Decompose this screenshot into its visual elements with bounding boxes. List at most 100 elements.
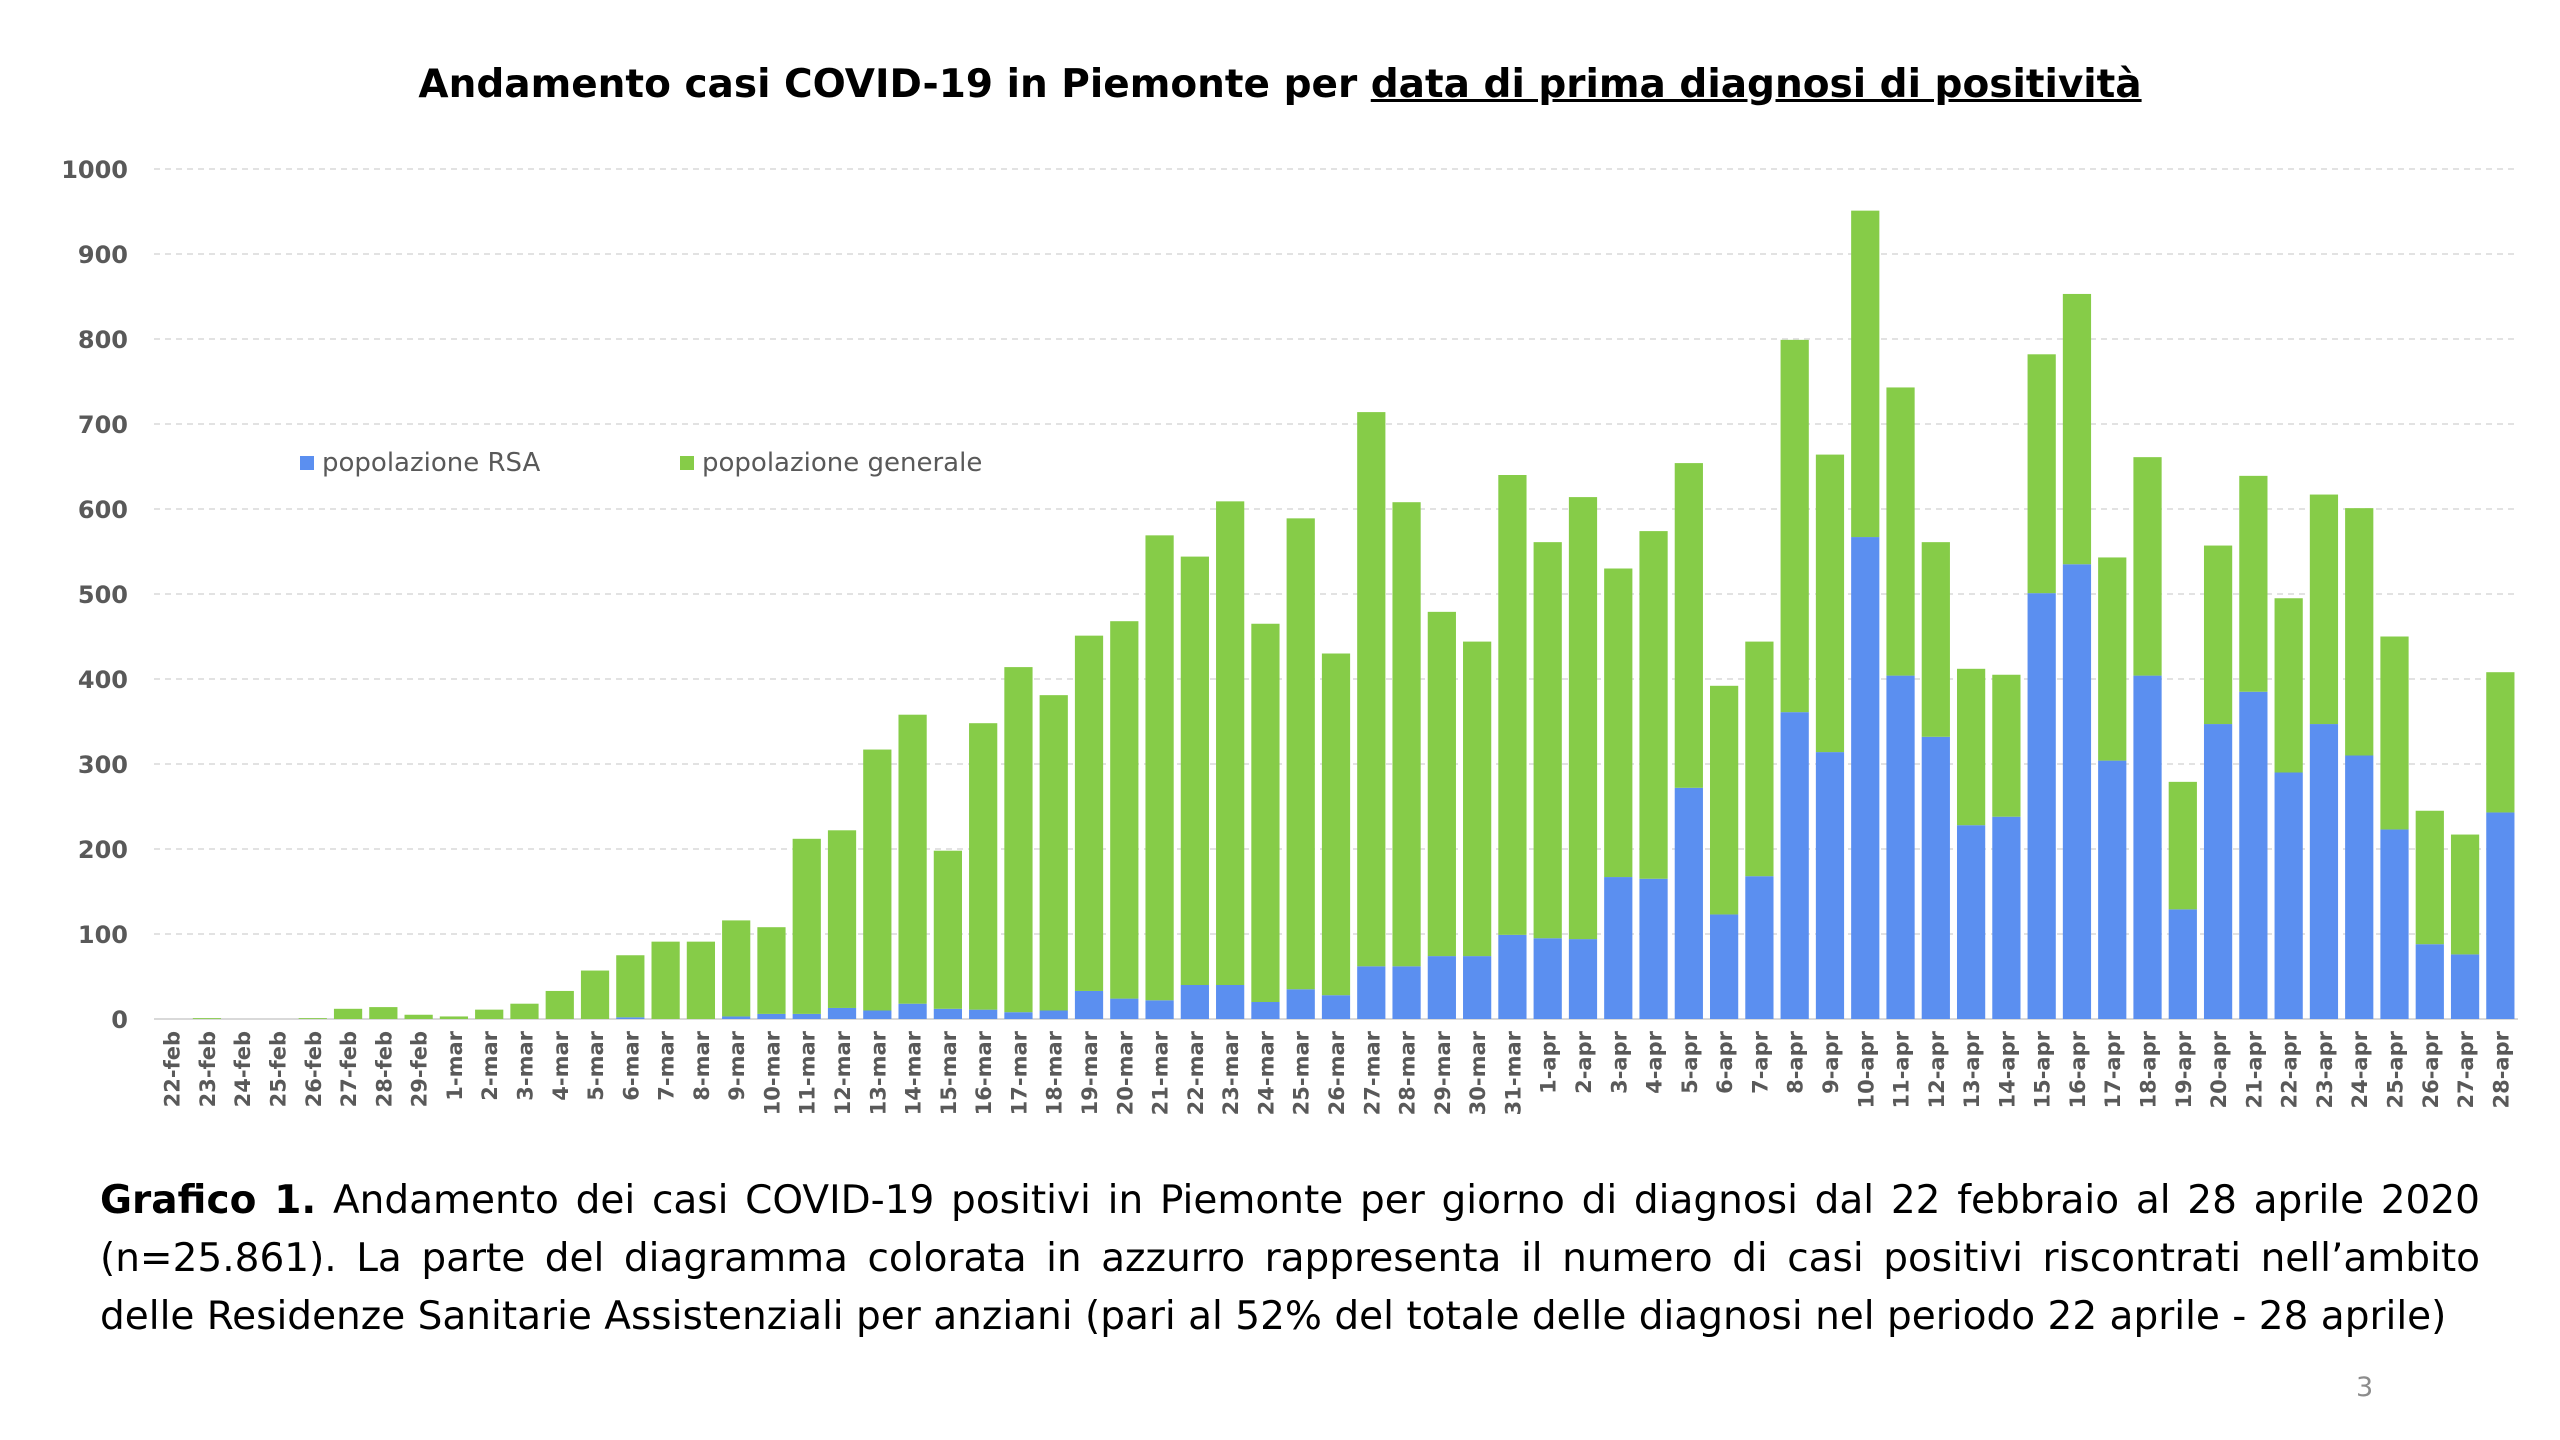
x-tick-label: 9-apr (1819, 1030, 1843, 1094)
x-tick-label: 23-feb (196, 1031, 220, 1107)
bar-generale-28-feb (369, 1007, 398, 1019)
x-axis-ticks: 22-feb 23-feb 24-feb 25-feb 26-feb 27-feb 28-f… (161, 1030, 2514, 1115)
bar-rsa-26-mar (1321, 995, 1351, 1019)
bar-rsa-1-apr (1533, 938, 1562, 1019)
bar-generale-24-apr (2345, 508, 2374, 756)
bar-rsa-19-apr (2168, 909, 2197, 1019)
y-tick-label: 600 (78, 496, 128, 524)
bar-rsa-4-apr (1639, 878, 1668, 1019)
bar-generale-6-apr (1710, 685, 1739, 915)
bar-generale-13-apr (1956, 668, 1986, 826)
bar-generale-28-mar (1392, 502, 1421, 967)
x-tick-label: 22-mar (1184, 1030, 1208, 1115)
y-tick-label: 900 (78, 241, 128, 269)
x-tick-label: 23-mar (1219, 1030, 1243, 1115)
bar-rsa-22-apr (2274, 772, 2303, 1019)
bar-rsa-10-apr (1851, 537, 1880, 1019)
bar-rsa-13-mar (863, 1010, 892, 1019)
bar-generale-19-mar (1074, 635, 1104, 991)
bar-rsa-25-apr (2380, 829, 2409, 1019)
bar-generale-23-apr (2309, 494, 2339, 725)
bar-rsa-21-mar (1145, 1000, 1174, 1019)
x-tick-label: 20-apr (2207, 1030, 2231, 1108)
chart-title: Andamento casi COVID-19 in Piemonte per … (0, 62, 2560, 107)
bar-generale-14-mar (898, 714, 927, 1004)
x-tick-label: 30-mar (1466, 1030, 1490, 1115)
x-tick-label: 22-feb (161, 1031, 185, 1107)
bar-generale-8-apr (1780, 339, 1809, 713)
bar-rsa-16-apr (2062, 564, 2092, 1019)
x-tick-label: 28-apr (2489, 1030, 2513, 1108)
legend-swatch-rsa (300, 456, 314, 470)
bar-generale-17-mar (1004, 667, 1033, 1013)
x-tick-label: 3-apr (1607, 1030, 1631, 1094)
bar-rsa-12-mar (827, 1007, 857, 1019)
x-tick-label: 27-apr (2454, 1030, 2478, 1108)
bar-generale-10-apr (1851, 210, 1880, 538)
caption-label: Grafico 1. (100, 1178, 317, 1223)
bar-rsa-9-apr (1815, 752, 1845, 1019)
bar-generale-12-apr (1921, 542, 1950, 737)
x-tick-label: 19-apr (2172, 1030, 2196, 1108)
y-tick-label: 200 (78, 836, 128, 864)
y-tick-label: 0 (111, 1006, 128, 1034)
bar-rsa-18-mar (1039, 1010, 1068, 1019)
page-number: 3 (2356, 1372, 2374, 1403)
x-tick-label: 20-mar (1113, 1030, 1137, 1115)
x-tick-label: 22-apr (2278, 1030, 2302, 1108)
x-tick-label: 15-mar (937, 1030, 961, 1115)
x-tick-label: 17-mar (1007, 1030, 1031, 1115)
y-tick-label: 700 (78, 411, 128, 439)
x-tick-label: 13-mar (866, 1030, 890, 1115)
bar-rsa-20-mar (1110, 998, 1139, 1019)
bar-generale-5-apr (1674, 463, 1703, 788)
x-tick-label: 26-apr (2419, 1030, 2443, 1108)
x-tick-label: 18-apr (2137, 1030, 2161, 1108)
figure-caption: Grafico 1. Andamento dei casi COVID-19 p… (100, 1172, 2480, 1346)
x-tick-label: 14-apr (1995, 1030, 2019, 1108)
x-tick-label: 24-mar (1254, 1030, 1278, 1115)
bar-rsa-14-mar (898, 1003, 927, 1019)
bar-generale-20-apr (2203, 545, 2233, 725)
x-tick-label: 7-apr (1748, 1030, 1772, 1094)
bar-rsa-25-mar (1286, 989, 1315, 1019)
bar-rsa-26-apr (2415, 944, 2444, 1019)
x-tick-label: 1-apr (1537, 1030, 1561, 1094)
legend: popolazione RSA popolazione generale (300, 448, 982, 478)
x-tick-label: 13-apr (1960, 1030, 1984, 1108)
bar-rsa-21-apr (2239, 691, 2268, 1019)
x-tick-label: 6-mar (619, 1030, 643, 1100)
bar-generale-3-apr (1604, 568, 1633, 878)
caption-text: Andamento dei casi COVID-19 positivi in … (100, 1178, 2480, 1339)
bar-rsa-20-apr (2203, 724, 2233, 1019)
bar-rsa-23-apr (2309, 724, 2339, 1019)
x-tick-label: 27-feb (337, 1031, 361, 1107)
bar-generale-20-mar (1110, 621, 1139, 999)
bar-generale-16-apr (2062, 293, 2092, 565)
bar-generale-2-apr (1568, 497, 1598, 940)
bar-rsa-7-apr (1745, 876, 1774, 1019)
bar-rsa-23-mar (1216, 985, 1245, 1019)
y-tick-label: 1000 (61, 156, 128, 184)
bar-generale-7-apr (1745, 641, 1774, 877)
x-tick-label: 29-mar (1431, 1030, 1455, 1115)
chart-title-plain: Andamento casi COVID-19 in Piemonte per (418, 62, 1371, 107)
x-tick-label: 6-apr (1713, 1030, 1737, 1094)
bar-generale-4-mar (545, 990, 574, 1019)
bar-generale-16-mar (969, 723, 998, 1010)
x-tick-label: 16-mar (972, 1030, 996, 1115)
bar-rsa-14-apr (1992, 816, 2021, 1019)
bar-generale-26-apr (2415, 810, 2444, 945)
bar-rsa-16-mar (969, 1009, 998, 1019)
x-tick-label: 18-mar (1043, 1030, 1067, 1115)
bar-generale-9-apr (1815, 454, 1845, 753)
bar-generale-11-mar (792, 838, 821, 1014)
bar-rsa-30-mar (1463, 956, 1492, 1019)
bar-rsa-31-mar (1498, 934, 1527, 1019)
x-tick-label: 9-mar (725, 1030, 749, 1100)
x-tick-label: 27-mar (1360, 1030, 1384, 1115)
x-tick-label: 12-apr (1925, 1030, 1949, 1108)
bar-rsa-9-mar (722, 1016, 751, 1019)
legend-swatch-generale (680, 456, 694, 470)
x-tick-label: 24-feb (231, 1031, 255, 1107)
